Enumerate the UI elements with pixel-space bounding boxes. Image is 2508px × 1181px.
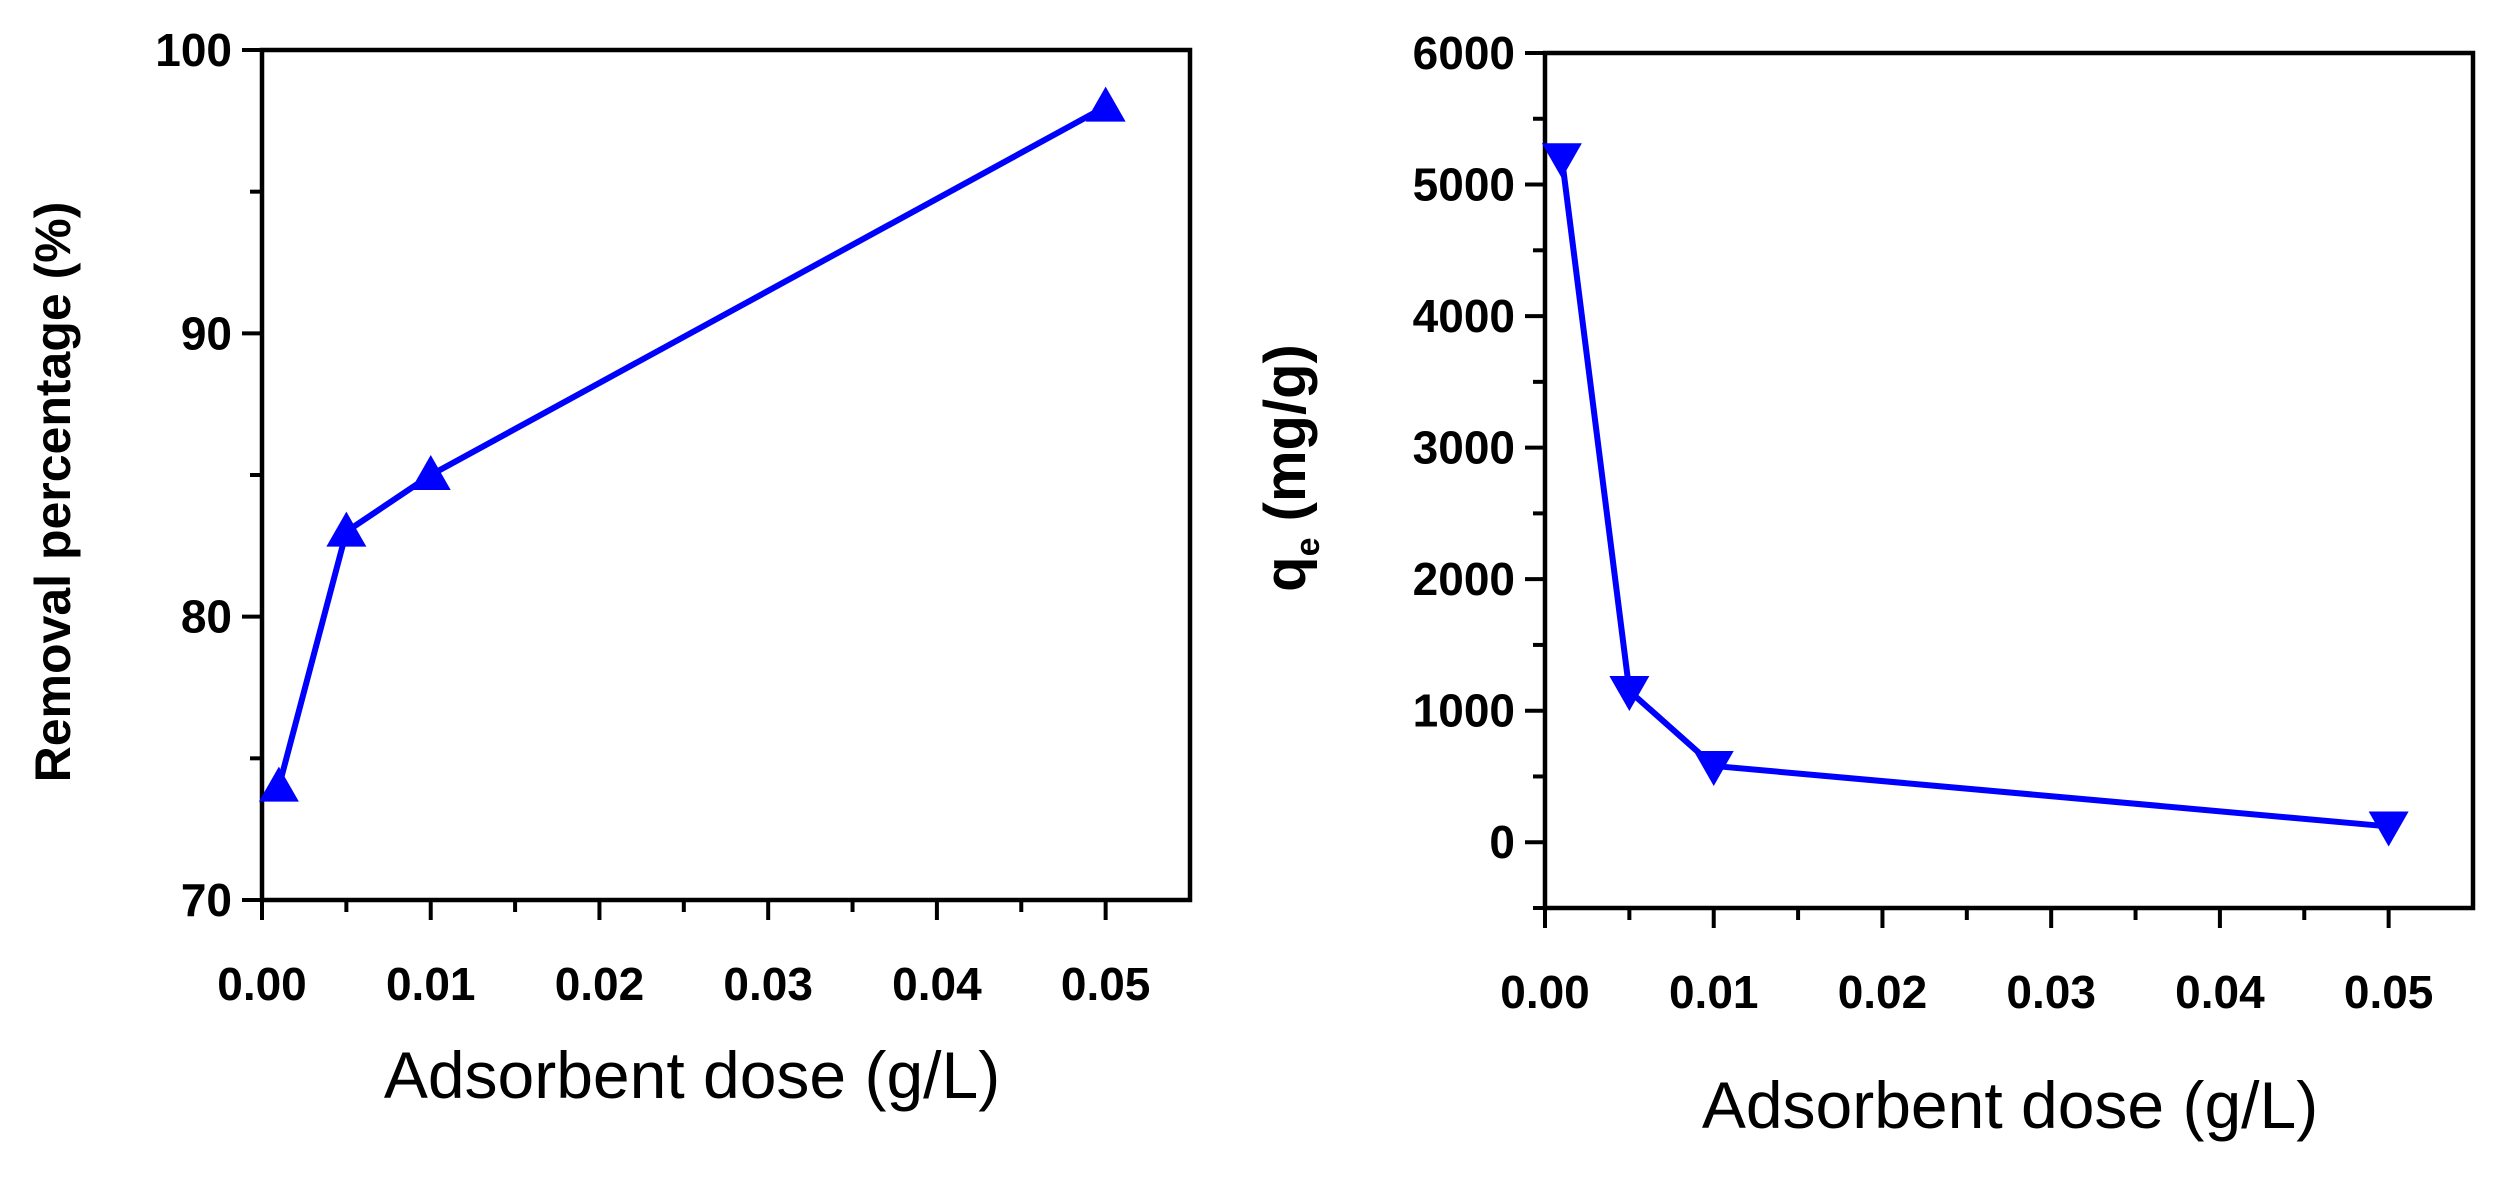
y-tick-label: 80 — [181, 591, 232, 643]
x-tick-label: 0.03 — [2006, 966, 2096, 1018]
x-tick-label: 0.01 — [1669, 966, 1759, 1018]
data-point-marker — [1085, 86, 1126, 122]
x-tick-label: 0.05 — [1061, 958, 1151, 1010]
x-tick-label: 0.01 — [386, 958, 476, 1010]
y-axis-label-left: Removal percentage (%) — [25, 202, 81, 783]
y-tick-labels-right: 0 1000 2000 3000 4000 5000 6000 — [1413, 27, 1515, 868]
x-tick-label: 0.05 — [2344, 966, 2434, 1018]
x-tick-label: 0.04 — [2175, 966, 2265, 1018]
data-point-marker — [326, 511, 367, 547]
plot-frame-left — [259, 47, 1193, 903]
plot-frame-right — [1542, 50, 2476, 911]
data-point-marker — [1693, 750, 1734, 786]
y-tick-label: 100 — [155, 24, 232, 76]
y-tick-labels-left: 70 80 90 100 — [155, 24, 232, 926]
y-tick-label: 3000 — [1413, 422, 1515, 474]
y-tick-label: 5000 — [1413, 159, 1515, 211]
chart-removal-percentage: 70 80 90 100 0.00 0.01 0.02 0.03 0.04 0.05 Remov… — [25, 24, 1193, 1112]
y-tick-label: 2000 — [1413, 553, 1515, 605]
series-line — [275, 104, 1108, 788]
y-tick-label: 6000 — [1413, 27, 1515, 79]
y-axis-label-right: qe (mg/g) — [1253, 344, 1327, 592]
x-tick-label: 0.00 — [1500, 966, 1590, 1018]
x-tick-label: 0.00 — [217, 958, 307, 1010]
data-point-marker — [2368, 811, 2409, 847]
x-tick-label: 0.03 — [723, 958, 813, 1010]
y-tick-label: 0 — [1489, 816, 1515, 868]
y-tick-label: 70 — [181, 874, 232, 926]
y-tick-label: 4000 — [1413, 290, 1515, 342]
data-point-marker — [410, 455, 451, 490]
x-tick-label: 0.02 — [555, 958, 645, 1010]
x-axis-label-right: Adsorbent dose (g/L) — [1702, 1068, 2318, 1142]
series-line — [1558, 157, 2389, 830]
series-qe — [1541, 143, 2409, 847]
x-tick-label: 0.04 — [892, 958, 982, 1010]
y-tick-label: 90 — [181, 307, 232, 359]
axis-ticks-left — [242, 48, 1108, 920]
data-point-marker — [1609, 675, 1650, 711]
x-axis-label-left: Adsorbent dose (g/L) — [384, 1038, 1000, 1112]
data-point-marker — [258, 766, 299, 802]
series-removal-percentage — [258, 86, 1126, 802]
y-axis-label-subscript: e — [1289, 537, 1327, 556]
x-tick-labels-left: 0.00 0.01 0.02 0.03 0.04 0.05 — [217, 958, 1150, 1010]
x-tick-labels-right: 0.00 0.01 0.02 0.03 0.04 0.05 — [1500, 966, 2433, 1018]
x-tick-label: 0.02 — [1838, 966, 1928, 1018]
data-point-marker — [1541, 143, 1582, 179]
y-tick-label: 1000 — [1413, 685, 1515, 737]
y-axis-label-unit: (mg/g) — [1253, 344, 1318, 537]
axis-ticks-right — [1525, 51, 2391, 928]
y-axis-label-main: q — [1253, 556, 1318, 591]
